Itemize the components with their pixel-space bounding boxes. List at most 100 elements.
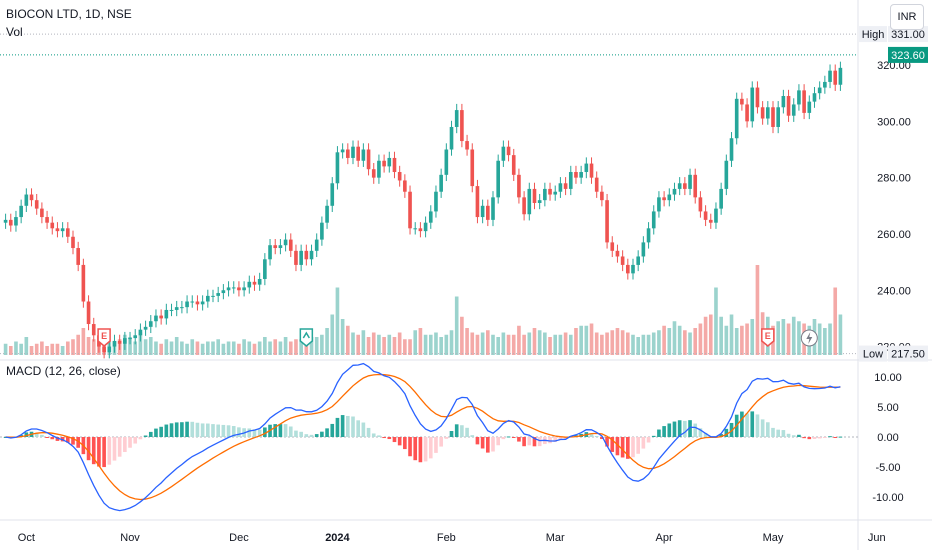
volume-bar: [361, 330, 366, 355]
macd-histogram-bar: [138, 437, 143, 440]
symbol-title[interactable]: BIOCON LTD, 1D, NSE: [6, 7, 132, 21]
candle-body: [340, 149, 345, 153]
candle-body: [760, 107, 765, 119]
macd-histogram-bar: [356, 420, 360, 437]
volume-bar: [428, 334, 433, 355]
volume-bar: [86, 337, 91, 355]
candle-body: [211, 295, 215, 297]
volume-bar: [491, 334, 495, 355]
volume-bar: [138, 332, 143, 355]
candle-body: [486, 205, 490, 220]
macd-histogram-bar: [662, 426, 666, 437]
macd-histogram-bar: [807, 437, 812, 440]
volume-bar: [133, 341, 138, 355]
macd-histogram-bar: [812, 437, 817, 439]
macd-tick-label: 10.00: [874, 372, 902, 384]
macd-histogram-bar: [335, 417, 340, 437]
candle-body: [138, 329, 143, 336]
candle-body: [506, 146, 511, 156]
volume-bar: [263, 337, 267, 355]
volume-bar: [708, 314, 713, 355]
volume-bar: [288, 341, 293, 355]
candle-body: [833, 70, 838, 85]
high-tag-value-box: [888, 26, 928, 43]
macd-histogram-bar: [346, 415, 350, 437]
volume-legend[interactable]: Vol: [6, 25, 23, 39]
candle-body: [107, 346, 112, 353]
volume-bar: [29, 346, 34, 355]
volume-bar: [444, 334, 449, 355]
macd-histogram-bar: [501, 437, 506, 440]
macd-histogram-bar: [496, 437, 500, 446]
macd-histogram-bar: [299, 431, 303, 437]
macd-histogram-bar: [833, 437, 838, 438]
volume-bar: [838, 314, 843, 355]
candle-body: [346, 149, 350, 158]
macd-histogram-bar: [688, 420, 692, 437]
volume-bar: [568, 334, 573, 355]
candle-body: [190, 301, 195, 303]
macd-histogram-bar: [91, 437, 96, 465]
volume-bar: [314, 337, 319, 355]
volume-bar: [237, 343, 241, 355]
volume-bar: [589, 323, 594, 355]
candle-body: [745, 104, 749, 122]
candle-body: [537, 200, 542, 203]
candle-body: [786, 96, 791, 116]
time-tick-label: Feb: [437, 532, 456, 544]
candle-body: [439, 174, 443, 192]
macd-histogram-bar: [403, 437, 407, 450]
volume-bar: [734, 328, 739, 355]
candle-body: [636, 256, 640, 265]
candle-body: [299, 250, 303, 265]
macd-legend[interactable]: MACD (12, 26, close): [6, 364, 121, 378]
macd-histogram-bar: [185, 421, 189, 437]
volume-bar: [268, 341, 272, 355]
volume-bar: [703, 316, 708, 355]
volume-bar: [714, 287, 718, 355]
last-price-tag-value: 323.60: [891, 50, 925, 62]
time-tick-label: 2024: [325, 532, 350, 544]
candle-body: [314, 239, 319, 251]
candle-body: [133, 335, 138, 339]
volume-bar: [66, 341, 70, 355]
macd-histogram-bar: [491, 437, 495, 452]
candle-body: [662, 197, 666, 201]
volume-bar: [781, 319, 786, 355]
macd-histogram-bar: [626, 437, 630, 459]
volume-bar: [252, 343, 257, 355]
macd-histogram-bar: [148, 431, 153, 437]
macd-histogram-bar: [797, 434, 801, 437]
volume-bar: [14, 341, 18, 355]
candle-body: [102, 346, 106, 353]
time-tick-label: Mar: [546, 532, 565, 544]
volume-bar: [563, 332, 568, 355]
candle-body: [548, 188, 552, 195]
volume-bar: [511, 334, 516, 355]
volume-bar: [206, 341, 210, 355]
macd-histogram-bar: [278, 424, 283, 437]
currency-button[interactable]: INR: [890, 4, 924, 30]
volume-bar: [786, 323, 791, 355]
candle-body: [377, 160, 381, 178]
candle-body: [200, 301, 205, 305]
volume-bar: [548, 337, 552, 355]
candle-body: [797, 90, 801, 105]
macd-histogram-bar: [698, 428, 703, 437]
macd-histogram-bar: [651, 435, 656, 437]
macd-histogram-bar: [672, 421, 677, 437]
candle-body: [50, 222, 55, 229]
macd-histogram-bar: [325, 428, 329, 437]
macd-histogram-bar: [247, 428, 252, 437]
macd-histogram-bar: [195, 422, 200, 437]
volume-bar: [371, 332, 376, 355]
macd-histogram-bar: [817, 437, 822, 439]
macd-histogram-bar: [34, 432, 39, 437]
volume-bar: [242, 339, 246, 355]
volume-bar: [620, 330, 625, 355]
macd-tick-label: 5.00: [877, 402, 898, 414]
price-tick-label: 280.00: [877, 173, 911, 185]
macd-histogram-bar: [143, 435, 148, 437]
high-tag-label-box: [859, 26, 887, 43]
